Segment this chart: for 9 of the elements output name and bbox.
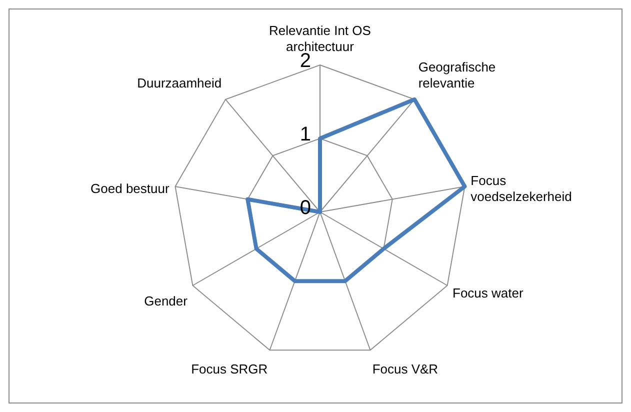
spoke-label: Focus voedselzekerheid — [470, 173, 572, 204]
spoke-label: Gender — [144, 294, 188, 308]
spoke-label: Goed bestuur — [90, 181, 170, 196]
spoke-label: Focus V&R — [372, 362, 438, 377]
spoke-label: Duurzaamheid — [137, 75, 222, 90]
spoke-label: Focus water — [452, 286, 524, 300]
spoke-label: Geografische relevantie — [418, 59, 496, 90]
y-tick-label: 1 — [300, 124, 311, 146]
spoke-label: Focus SRGR — [191, 362, 268, 377]
